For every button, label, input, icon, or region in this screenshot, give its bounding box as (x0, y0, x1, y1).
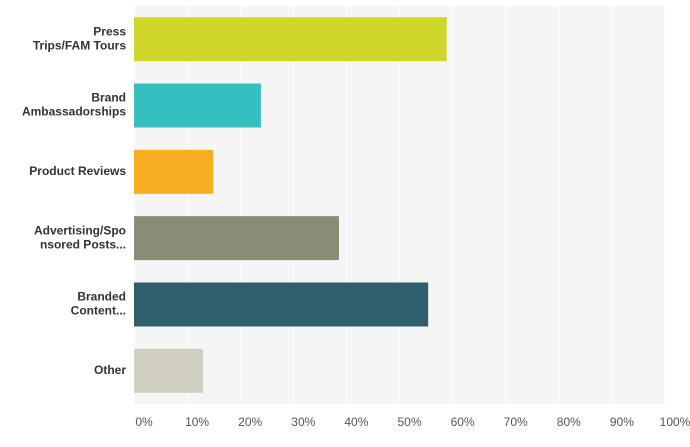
x-tick-label: 20% (238, 415, 262, 429)
x-tick-label: 0% (135, 415, 153, 429)
x-tick-label: 90% (610, 415, 634, 429)
bar (134, 17, 447, 62)
y-tick-label: Trips/FAM Tours (33, 38, 126, 52)
y-tick-label: Branded (77, 290, 126, 304)
bar (134, 83, 261, 128)
bar (134, 149, 214, 194)
y-tick-label: Content... (71, 304, 126, 318)
y-tick-label: nsored Posts... (40, 237, 126, 251)
x-tick-label: 30% (291, 415, 315, 429)
y-tick-label: Ambassadorships (22, 105, 126, 119)
y-tick-label: Press (93, 24, 126, 38)
x-tick-label: 40% (344, 415, 368, 429)
bar (134, 348, 204, 393)
y-tick-label: Brand (91, 91, 126, 105)
bar (134, 282, 429, 327)
x-tick-label: 70% (504, 415, 528, 429)
y-tick-label: Product Reviews (29, 164, 126, 178)
y-tick-label: Other (94, 363, 126, 377)
x-tick-label: 80% (557, 415, 581, 429)
bar (134, 216, 339, 261)
x-tick-label: 100% (660, 415, 690, 429)
x-tick-label: 10% (185, 415, 209, 429)
x-tick-label: 50% (397, 415, 421, 429)
y-tick-label: Advertising/Spo (34, 223, 126, 237)
x-tick-label: 60% (451, 415, 475, 429)
